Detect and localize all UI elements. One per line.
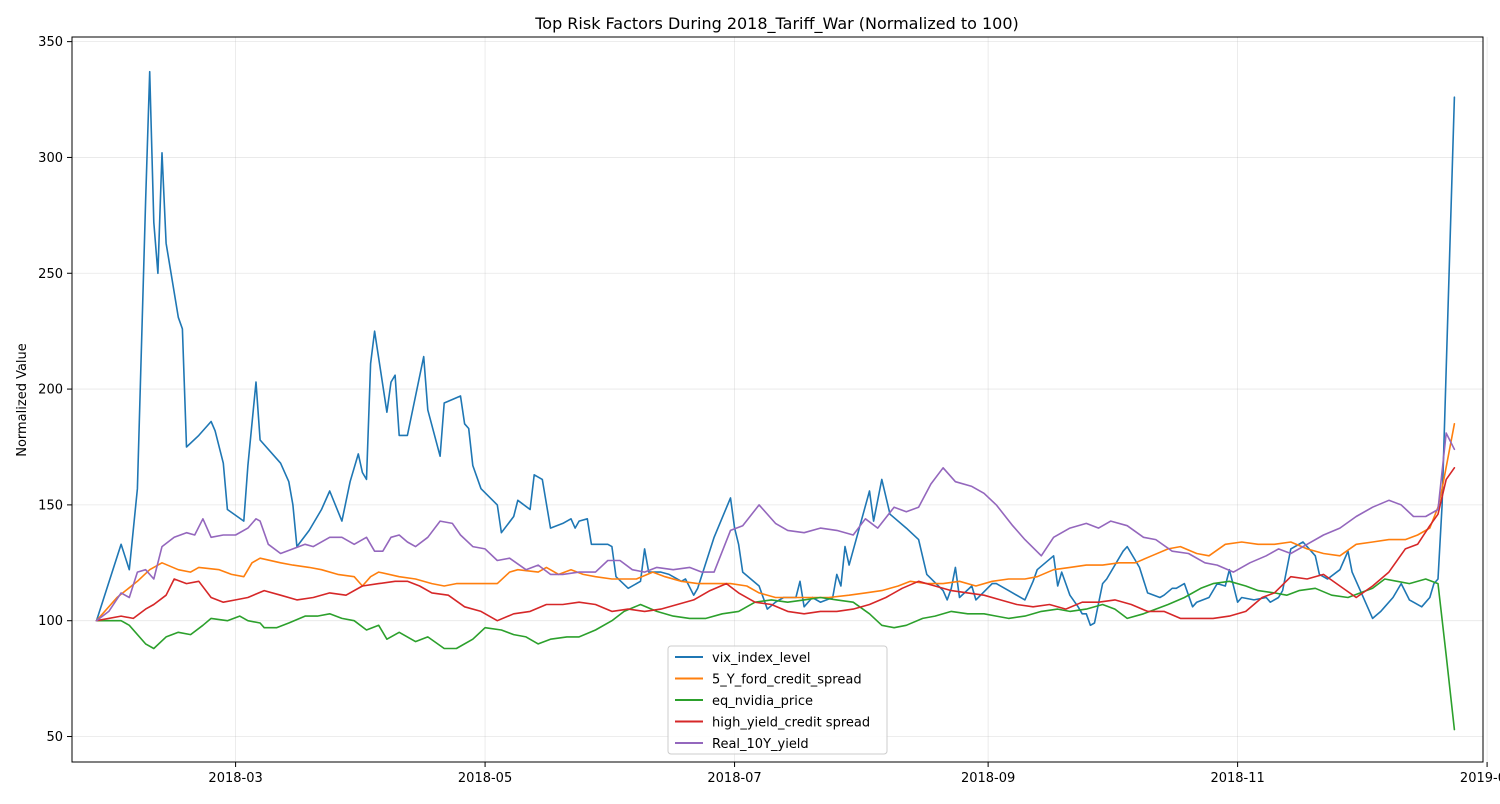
y-axis-label: Normalized Value: [15, 343, 30, 457]
x-tick-label: 2018-03: [208, 771, 262, 786]
series-line-high-yield-credit-spread: [95, 467, 1456, 622]
chart-title: Top Risk Factors During 2018_Tariff_War …: [534, 14, 1019, 34]
series-line-vix-index-level: [95, 70, 1456, 627]
plot-area-frame: [71, 36, 1484, 763]
axis-ticks: 2018-03 2018-05 2018-07 2018-09 2018-11 2019-…: [38, 35, 1500, 786]
legend-label: vix_index_level: [712, 651, 810, 666]
x-tick-label: 2018-11: [1210, 771, 1264, 786]
y-tick-label: 200: [38, 383, 63, 398]
grid-lines: [72, 37, 1488, 762]
y-tick-label: 350: [38, 35, 63, 50]
series-line-5-y-ford-credit-spread: [95, 423, 1456, 622]
x-tick-label: 2018-07: [707, 771, 761, 786]
y-tick-label: 100: [38, 614, 63, 629]
y-tick-label: 250: [38, 267, 63, 282]
legend-label: 5_Y_ford_credit_spread: [712, 673, 862, 688]
y-tick-label: 300: [38, 151, 63, 166]
legend-label: eq_nvidia_price: [712, 694, 813, 709]
legend-label: high_yield_credit spread: [712, 716, 870, 731]
x-tick-label: 2019-01: [1460, 771, 1500, 786]
x-tick-label: 2018-09: [961, 771, 1015, 786]
x-tick-label: 2018-05: [458, 771, 512, 786]
legend: vix_index_level 5_Y_ford_credit_spread eq_…: [667, 645, 888, 755]
y-tick-label: 50: [46, 730, 63, 745]
series-lines: [95, 70, 1456, 731]
legend-label: Real_10Y_yield: [712, 737, 809, 752]
series-line-real-10y-yield: [95, 432, 1456, 622]
y-tick-label: 150: [38, 498, 63, 513]
legend-box: [667, 645, 888, 755]
